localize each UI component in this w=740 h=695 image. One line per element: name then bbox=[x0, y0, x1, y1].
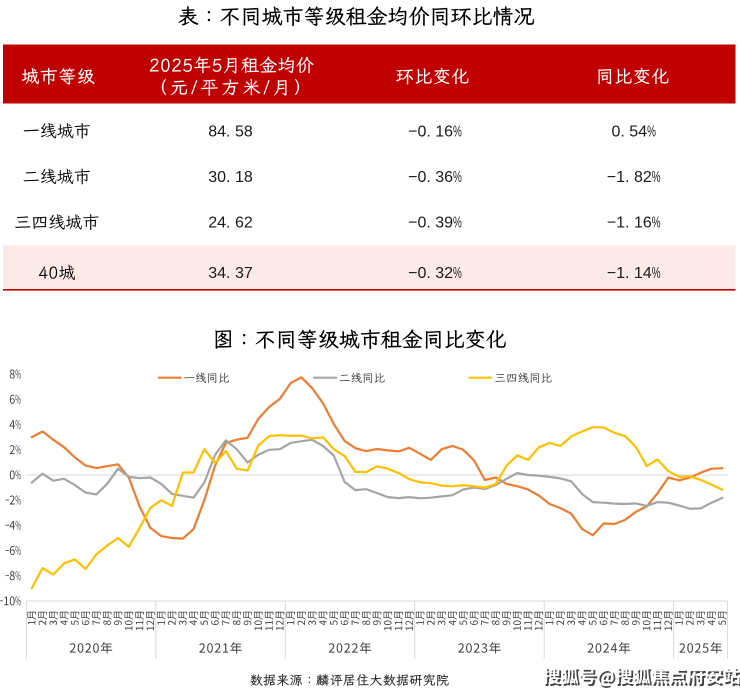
svg-text:%: % bbox=[453, 122, 462, 140]
svg-text:−0. 39: −0. 39 bbox=[408, 215, 453, 232]
svg-text:%: % bbox=[453, 213, 462, 231]
svg-text:%: % bbox=[453, 168, 462, 186]
svg-text:%: % bbox=[652, 213, 661, 231]
svg-text:84. 58: 84. 58 bbox=[208, 123, 253, 140]
svg-text:%: % bbox=[652, 168, 661, 186]
svg-text:%: % bbox=[453, 264, 462, 282]
svg-text:34. 37: 34. 37 bbox=[208, 265, 253, 282]
svg-text:−0. 36: −0. 36 bbox=[408, 169, 453, 186]
svg-text:−0. 16: −0. 16 bbox=[408, 123, 453, 140]
svg-text:%: % bbox=[652, 264, 661, 282]
svg-text:%: % bbox=[647, 122, 656, 140]
svg-text:−0. 32: −0. 32 bbox=[408, 265, 453, 282]
svg-text:−1. 14: −1. 14 bbox=[607, 265, 652, 282]
svg-text:24. 62: 24. 62 bbox=[208, 215, 253, 232]
svg-text:−1. 16: −1. 16 bbox=[607, 215, 652, 232]
svg-text:0. 54: 0. 54 bbox=[612, 123, 648, 140]
svg-text:−1. 82: −1. 82 bbox=[607, 169, 652, 186]
svg-text:30. 18: 30. 18 bbox=[208, 169, 253, 186]
